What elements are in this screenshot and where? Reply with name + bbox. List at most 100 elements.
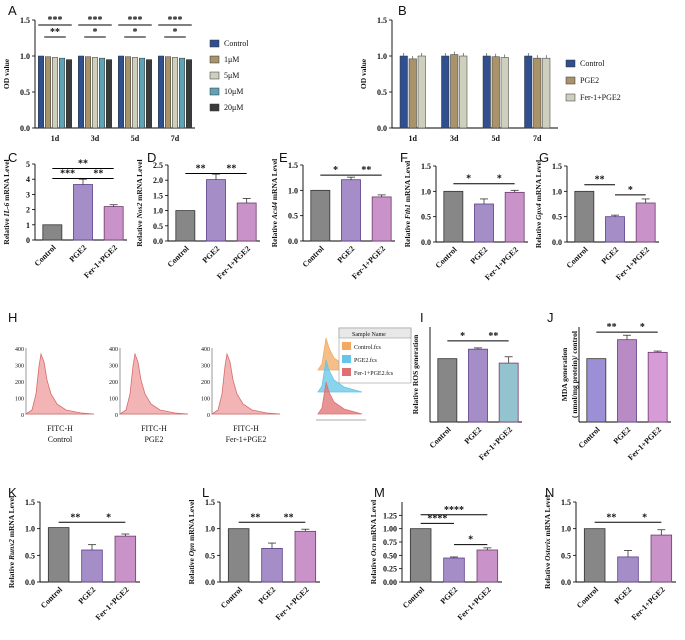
significance-stars: * — [642, 512, 647, 523]
y-tick-label: 2.5 — [153, 161, 163, 170]
panel-label-e: E — [279, 150, 288, 165]
flow-panel-label: Fer-1+PGE2 — [226, 435, 267, 444]
x-tick-label: PGE2 — [201, 244, 222, 265]
y-axis-label-suffix: mRNA Level — [543, 495, 552, 538]
flow-x-axis-label: FITC-H — [47, 424, 73, 433]
significance-stars: ** — [93, 168, 103, 179]
panel-label-f: F — [400, 150, 408, 165]
flow-y-tick: 400 — [109, 347, 118, 353]
y-axis-label-prefix: Relative — [543, 561, 552, 589]
x-tick-label: Control — [166, 244, 192, 270]
x-tick-label: Fer-1+PGE2 — [350, 244, 387, 281]
y-axis-label: Relative Opn mRNA Level — [187, 500, 196, 585]
significance-stars: *** — [168, 15, 183, 26]
y-tick-label: 1.5 — [561, 498, 571, 507]
x-tick-label: PGE2 — [463, 425, 484, 446]
y-tick-label: 1.0 — [377, 52, 387, 61]
bar — [371, 196, 392, 242]
legend-label: 10μM — [224, 87, 243, 96]
y-axis-label-suffix: mRNA Level — [135, 159, 144, 202]
chart-m: M 0.00 0.25 0.50 0.75 1.00 1.25 Relative Ocn mR… — [369, 485, 502, 622]
y-tick-label: 2 — [26, 206, 30, 215]
panel-label-d: D — [147, 150, 156, 165]
bar — [294, 530, 317, 583]
y-axis-label: MDA generation — [560, 347, 569, 401]
significance-stars: *** — [88, 15, 103, 26]
bar — [647, 351, 668, 423]
significance-stars: * — [460, 331, 465, 342]
y-axis-label-suffix: mRNA Level — [534, 160, 543, 203]
y-axis-label-prefix: Relative — [403, 219, 412, 247]
significance-stars: * — [106, 512, 111, 523]
bar — [542, 57, 551, 129]
flow-y-tick: 400 — [15, 347, 24, 353]
y-axis-label-prefix: Relative ROS generation — [411, 334, 420, 414]
flow-y-tick: 200 — [201, 380, 210, 386]
bar — [132, 57, 138, 129]
significance-stars: *** — [48, 15, 63, 26]
panel-label-a: A — [8, 3, 17, 18]
y-tick-label: 1.0 — [153, 207, 163, 216]
y-tick-label: 0.5 — [552, 213, 562, 222]
x-tick-label: PGE2 — [439, 585, 460, 606]
y-axis-label-prefix: MDA generation — [560, 347, 569, 401]
bar — [450, 54, 459, 129]
bar — [409, 528, 432, 583]
bar — [125, 56, 131, 129]
bar — [650, 534, 673, 583]
y-tick-label: 1.25 — [383, 511, 397, 520]
bar — [66, 59, 72, 129]
flow-y-tick: 300 — [15, 364, 24, 370]
legend-swatch — [209, 55, 220, 64]
x-tick-label: Control — [428, 425, 454, 451]
significance-stars: **** — [444, 505, 464, 516]
bar — [103, 206, 124, 241]
y-tick-label: 3 — [26, 190, 30, 199]
flow-histogram-curve — [24, 352, 95, 415]
bar — [574, 190, 595, 243]
bar — [114, 535, 137, 583]
y-tick-label: 0.50 — [383, 551, 397, 560]
flow-y-tick: 0 — [207, 413, 210, 419]
bar — [175, 210, 196, 242]
x-tick-label: Control — [33, 243, 59, 269]
x-tick-label: PGE2 — [612, 425, 633, 446]
bar — [92, 57, 98, 129]
y-tick-label: 1 — [26, 221, 30, 230]
y-tick-label: 0.5 — [561, 551, 571, 560]
bar — [73, 184, 93, 241]
legend-swatch — [565, 59, 576, 68]
x-tick-label: Fer-1+PGE2 — [614, 245, 651, 282]
panel-label-l: L — [202, 485, 209, 500]
y-tick-label: 2.0 — [153, 176, 163, 185]
bar — [310, 189, 331, 242]
bar — [617, 556, 639, 583]
y-tick-label: 0.0 — [552, 238, 562, 247]
flow-histogram: 400 300 200 100 0 FITC-H Control — [15, 347, 95, 444]
flow-cytometry-panel: H 400 300 200 100 0 FITC-H Control 400 300 200 100… — [8, 310, 412, 444]
flow-y-tick: 0 — [21, 413, 24, 419]
x-tick-label: Fer-1+PGE2 — [626, 425, 663, 462]
significance-stars: ** — [607, 322, 617, 333]
y-tick-label: 0.0 — [25, 578, 35, 587]
overlay-sample-fer1-pge2: Fer-1+PGE2.fcs — [354, 370, 394, 377]
bar — [482, 55, 491, 129]
overlay-swatch-pge2 — [342, 355, 351, 363]
panel-label-k: K — [8, 485, 17, 500]
flow-histogram-curve — [118, 352, 189, 415]
y-tick-label: 0.5 — [421, 213, 431, 222]
bar — [139, 57, 145, 129]
bar — [146, 59, 152, 129]
y-tick-label: 0.5 — [20, 88, 30, 97]
bar — [491, 56, 500, 129]
significance-stars: * — [497, 174, 502, 185]
bar — [408, 58, 417, 129]
bar — [399, 55, 408, 129]
y-axis-label-gene: Acsl4 — [270, 202, 279, 220]
legend-label: PGE2 — [580, 76, 599, 85]
y-tick-label: 1.0 — [561, 525, 571, 534]
significance-stars: * — [468, 535, 473, 546]
bar — [186, 59, 192, 129]
